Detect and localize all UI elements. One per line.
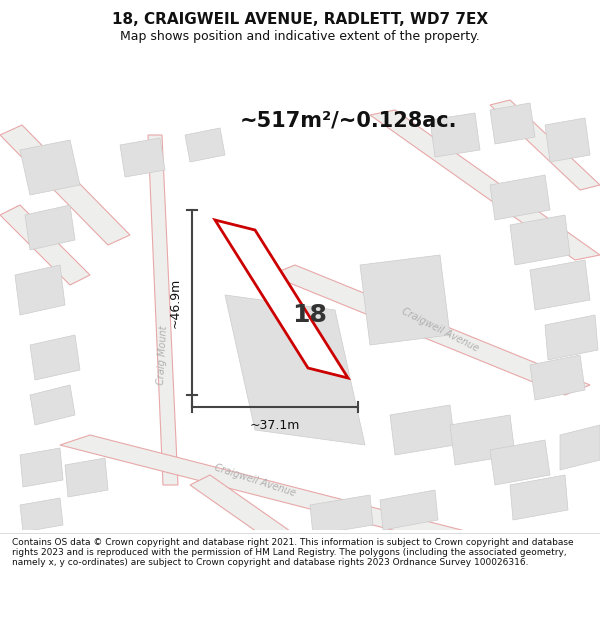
Polygon shape [390,405,455,455]
Text: Craigweil Avenue: Craigweil Avenue [213,462,297,498]
Polygon shape [148,135,178,485]
Text: 18: 18 [293,303,328,327]
Polygon shape [215,220,348,378]
Polygon shape [15,265,65,315]
Text: Craig Mount: Craig Mount [157,325,170,385]
Text: ~37.1m: ~37.1m [250,419,300,432]
Polygon shape [510,475,568,520]
Polygon shape [60,435,520,555]
Polygon shape [510,215,570,265]
Polygon shape [560,425,600,470]
Polygon shape [360,255,450,345]
Polygon shape [490,103,535,144]
Polygon shape [30,385,75,425]
Polygon shape [450,415,515,465]
Polygon shape [20,140,80,195]
Polygon shape [530,355,585,400]
Polygon shape [30,335,80,380]
Polygon shape [20,498,63,532]
Polygon shape [190,475,310,555]
Polygon shape [185,128,225,162]
Polygon shape [270,265,590,395]
Text: ~517m²/~0.128ac.: ~517m²/~0.128ac. [240,110,458,130]
Polygon shape [430,113,480,157]
Polygon shape [120,138,165,177]
Polygon shape [545,118,590,162]
Polygon shape [370,110,600,260]
Polygon shape [380,490,438,530]
Polygon shape [490,100,600,190]
Polygon shape [0,205,90,285]
Text: Map shows position and indicative extent of the property.: Map shows position and indicative extent… [120,30,480,43]
Text: 18, CRAIGWEIL AVENUE, RADLETT, WD7 7EX: 18, CRAIGWEIL AVENUE, RADLETT, WD7 7EX [112,12,488,27]
Text: Contains OS data © Crown copyright and database right 2021. This information is : Contains OS data © Crown copyright and d… [12,538,574,568]
Text: ~46.9m: ~46.9m [169,278,182,328]
Polygon shape [0,125,130,245]
Polygon shape [490,175,550,220]
Polygon shape [65,458,108,497]
Polygon shape [310,495,373,535]
Polygon shape [545,315,598,360]
Polygon shape [490,440,550,485]
Polygon shape [25,205,75,250]
Polygon shape [225,295,365,445]
Polygon shape [20,448,63,487]
Text: Craigweil Avenue: Craigweil Avenue [400,306,480,354]
Polygon shape [530,260,590,310]
